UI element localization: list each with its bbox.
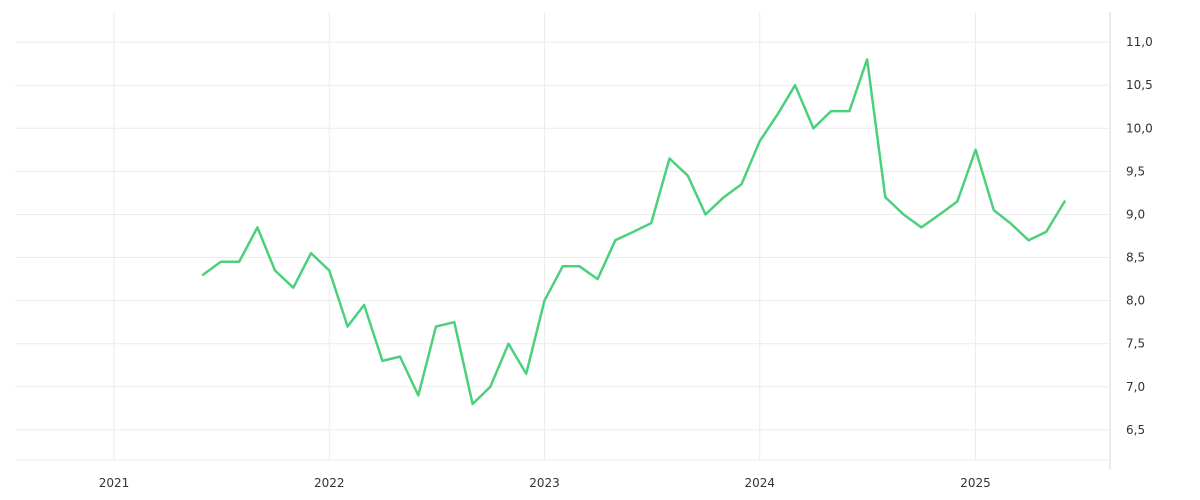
y-tick-label: 9,5 xyxy=(1126,164,1145,178)
y-tick-label: 6,5 xyxy=(1126,423,1145,437)
y-tick-label: 9,0 xyxy=(1126,207,1145,221)
x-axis-tick-labels: 2021 2022 2023 2024 2025 xyxy=(99,476,991,490)
x-tick-label: 2022 xyxy=(314,476,345,490)
series-line xyxy=(201,58,1066,406)
y-tick-label: 7,0 xyxy=(1126,380,1145,394)
y-tick-label: 10,5 xyxy=(1126,78,1153,92)
y-tick-label: 8,0 xyxy=(1126,294,1145,308)
x-tick-label: 2023 xyxy=(529,476,560,490)
vertical-gridlines xyxy=(113,12,977,460)
horizontal-gridlines xyxy=(15,41,1110,431)
y-axis-tick-labels: 6,5 7,0 7,5 8,0 8,5 9,0 9,5 10,0 10,5 11,0 xyxy=(1126,35,1153,437)
x-tick-label: 2025 xyxy=(960,476,991,490)
y-tick-label: 7,5 xyxy=(1126,337,1145,351)
y-tick-label: 8,5 xyxy=(1126,251,1145,265)
x-tick-label: 2021 xyxy=(99,476,130,490)
series-layer xyxy=(201,58,1066,406)
x-tick-label: 2024 xyxy=(744,476,775,490)
y-tick-label: 10,0 xyxy=(1126,121,1153,135)
y-tick-label: 11,0 xyxy=(1126,35,1153,49)
